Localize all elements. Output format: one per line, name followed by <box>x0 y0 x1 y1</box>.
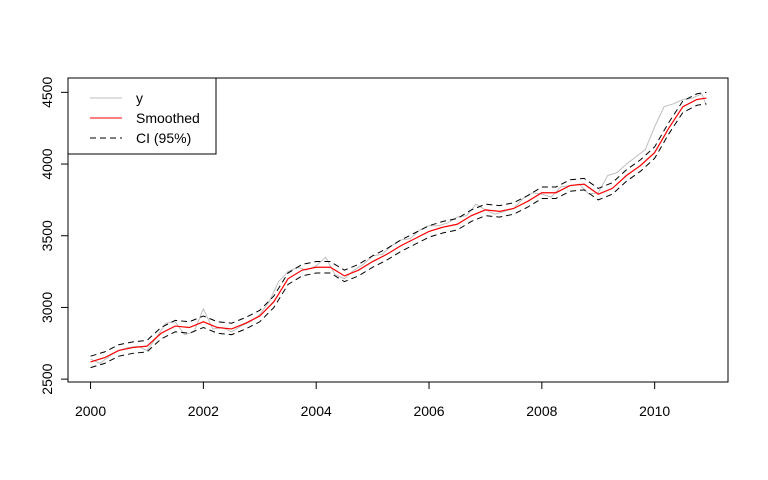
series-ci-upper-line <box>90 91 707 357</box>
legend: y Smoothed CI (95%) <box>67 77 217 155</box>
x-tick-label: 2000 <box>75 403 106 419</box>
x-tick-label: 2008 <box>526 403 557 419</box>
y-tick-label: 4500 <box>39 77 55 108</box>
series-lines <box>90 91 707 369</box>
y-axis: 2500 3000 3500 4000 4500 <box>39 77 69 395</box>
y-tick-label: 3000 <box>39 292 55 323</box>
x-axis: 2000 2002 2004 2006 2008 2010 <box>75 381 670 419</box>
legend-label-y: y <box>136 90 143 106</box>
y-tick-label: 4000 <box>39 148 55 179</box>
series-smoothed-line <box>90 97 707 363</box>
legend-label-smoothed: Smoothed <box>136 110 200 126</box>
x-tick-label: 2006 <box>413 403 444 419</box>
y-tick-label: 2500 <box>39 363 55 394</box>
x-tick-label: 2004 <box>301 403 332 419</box>
legend-label-ci: CI (95%) <box>136 130 191 146</box>
x-tick-label: 2002 <box>188 403 219 419</box>
legend-box <box>67 77 217 155</box>
x-tick-label: 2010 <box>639 403 670 419</box>
series-ci-lower-line <box>90 103 707 369</box>
y-tick-label: 3500 <box>39 220 55 251</box>
